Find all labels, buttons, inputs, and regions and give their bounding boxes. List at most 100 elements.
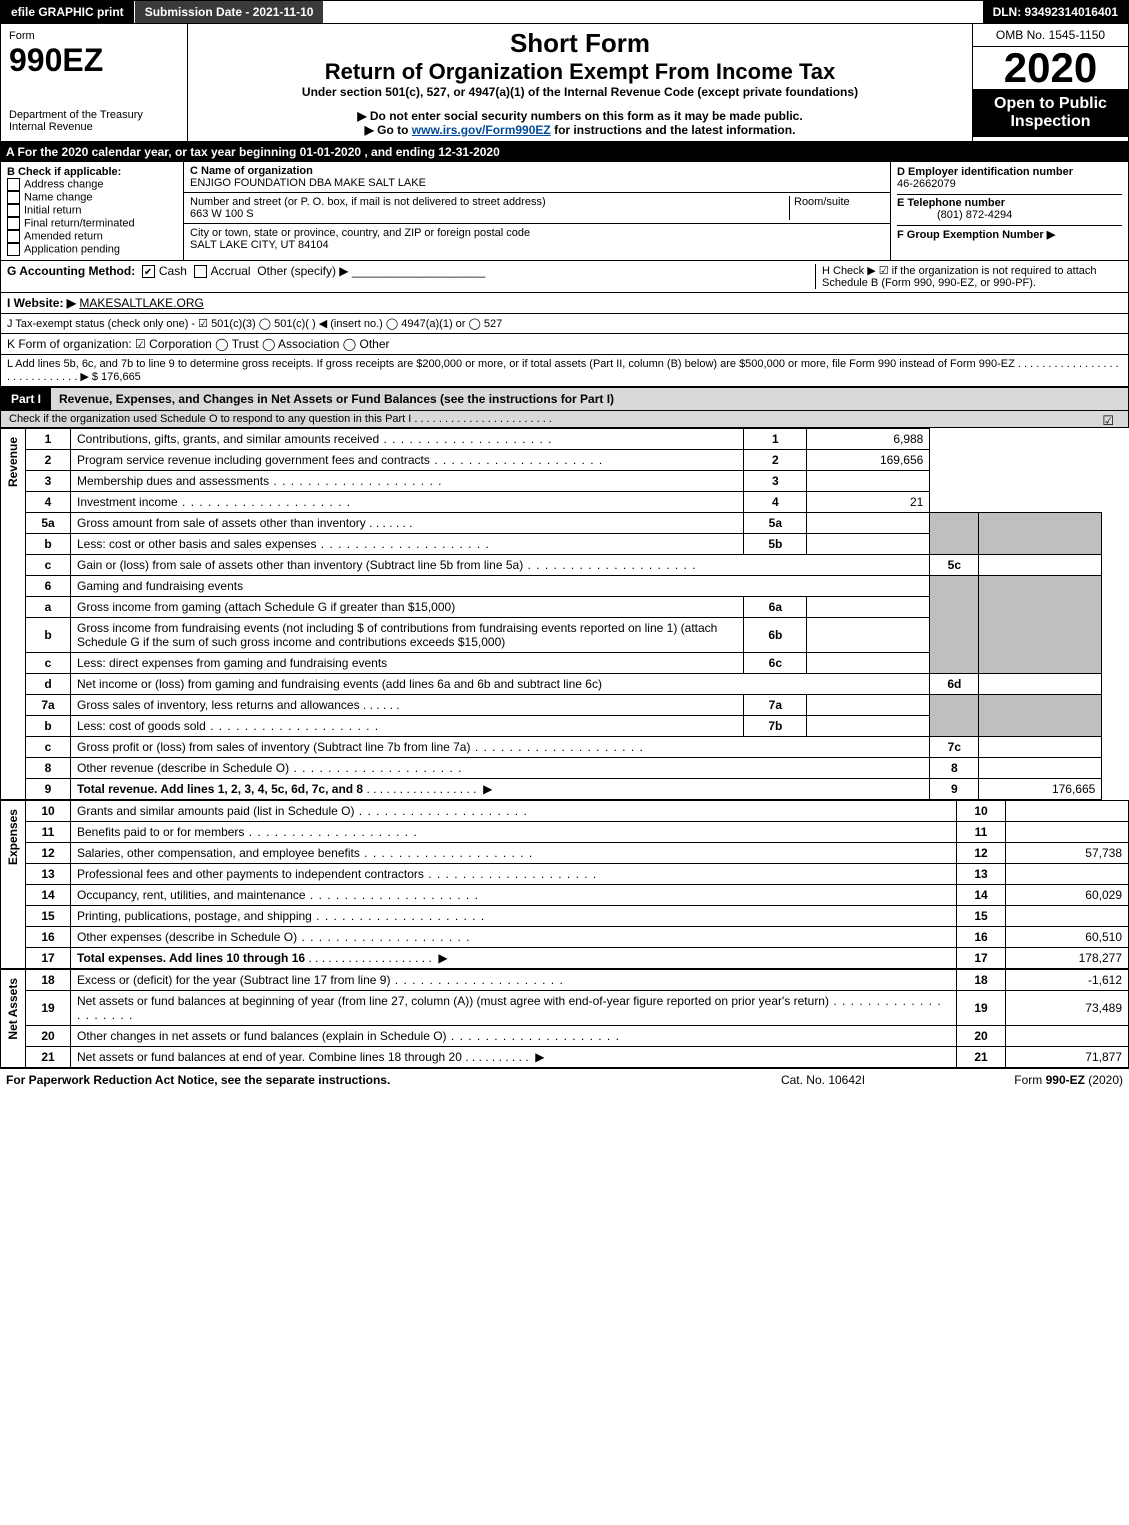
lbl-accounting-method: G Accounting Method: bbox=[7, 264, 135, 278]
form-number: 990EZ bbox=[9, 42, 179, 79]
efile-print-button[interactable]: efile GRAPHIC print bbox=[1, 1, 135, 23]
box-c: C Name of organization ENJIGO FOUNDATION… bbox=[184, 162, 891, 260]
instruct-pre: ▶ Go to bbox=[365, 123, 412, 137]
chk-accrual[interactable] bbox=[194, 265, 207, 278]
line-a: A For the 2020 calendar year, or tax yea… bbox=[0, 142, 1129, 162]
line-10: 10Grants and similar amounts paid (list … bbox=[26, 801, 1129, 822]
lbl-amended-return: Amended return bbox=[24, 230, 103, 242]
line-11: 11Benefits paid to or for members11 bbox=[26, 822, 1129, 843]
line-6d: dNet income or (loss) from gaming and fu… bbox=[26, 674, 1102, 695]
open-inspection: Open to Public Inspection bbox=[973, 89, 1128, 137]
top-bar: efile GRAPHIC print Submission Date - 20… bbox=[0, 0, 1129, 24]
footer-catno: Cat. No. 10642I bbox=[723, 1073, 923, 1087]
lbl-address-change: Address change bbox=[24, 178, 104, 190]
chk-final-return[interactable] bbox=[7, 217, 20, 230]
revenue-section: Revenue 1Contributions, gifts, grants, a… bbox=[0, 428, 1102, 800]
line-13: 13Professional fees and other payments t… bbox=[26, 864, 1129, 885]
chk-address-change[interactable] bbox=[7, 178, 20, 191]
chk-application-pending[interactable] bbox=[7, 243, 20, 256]
chk-name-change[interactable] bbox=[7, 191, 20, 204]
footer-paperwork: For Paperwork Reduction Act Notice, see … bbox=[6, 1073, 723, 1087]
lbl-ein: D Employer identification number bbox=[897, 166, 1122, 178]
submission-date-button[interactable]: Submission Date - 2021-11-10 bbox=[135, 1, 324, 23]
line-6: 6Gaming and fundraising events bbox=[26, 576, 1102, 597]
bcd-block: B Check if applicable: Address change Na… bbox=[0, 162, 1129, 261]
line-j: J Tax-exempt status (check only one) - ☑… bbox=[0, 314, 1129, 334]
website[interactable]: MAKESALTLAKE.ORG bbox=[79, 296, 203, 310]
lbl-city: City or town, state or province, country… bbox=[190, 227, 530, 239]
line-2: 2Program service revenue including gover… bbox=[26, 450, 1102, 471]
netassets-table: 18Excess or (deficit) for the year (Subt… bbox=[25, 969, 1129, 1068]
instruct-post: for instructions and the latest informat… bbox=[551, 123, 796, 137]
chk-amended-return[interactable] bbox=[7, 230, 20, 243]
line-l: L Add lines 5b, 6c, and 7b to line 9 to … bbox=[0, 355, 1129, 387]
line-3: 3Membership dues and assessments3 bbox=[26, 471, 1102, 492]
telephone: (801) 872-4294 bbox=[897, 209, 1012, 221]
subtitle: Under section 501(c), 527, or 4947(a)(1)… bbox=[196, 85, 964, 99]
irs-link[interactable]: www.irs.gov/Form990EZ bbox=[412, 123, 551, 137]
part1-checked-icon: ☑ bbox=[1102, 413, 1114, 429]
lbl-name-change: Name change bbox=[24, 191, 93, 203]
lbl-website: I Website: ▶ bbox=[7, 296, 76, 310]
lbl-final-return: Final return/terminated bbox=[24, 217, 135, 229]
line-5a: 5aGross amount from sale of assets other… bbox=[26, 513, 1102, 534]
part1-tab: Part I bbox=[1, 388, 51, 410]
lbl-room: Room/suite bbox=[794, 196, 850, 208]
form-label: Form bbox=[9, 30, 179, 42]
line-9: 9Total revenue. Add lines 1, 2, 3, 4, 5c… bbox=[26, 779, 1102, 800]
lbl-accrual: Accrual bbox=[211, 264, 251, 278]
line-20: 20Other changes in net assets or fund ba… bbox=[26, 1026, 1129, 1047]
instruct-no-ssn: ▶ Do not enter social security numbers o… bbox=[196, 109, 964, 123]
line-14: 14Occupancy, rent, utilities, and mainte… bbox=[26, 885, 1129, 906]
form-of-org: K Form of organization: ☑ Corporation ◯ … bbox=[7, 337, 1122, 351]
part1-sub-text: Check if the organization used Schedule … bbox=[9, 413, 552, 425]
title-return: Return of Organization Exempt From Incom… bbox=[196, 59, 964, 85]
line-12: 12Salaries, other compensation, and empl… bbox=[26, 843, 1129, 864]
line-i: I Website: ▶ MAKESALTLAKE.ORG bbox=[0, 293, 1129, 314]
tax-year: 2020 bbox=[973, 47, 1128, 89]
line-16: 16Other expenses (describe in Schedule O… bbox=[26, 927, 1129, 948]
org-address: 663 W 100 S bbox=[190, 208, 254, 220]
lbl-group-exemption: F Group Exemption Number ▶ bbox=[897, 229, 1055, 241]
chk-cash[interactable] bbox=[142, 265, 155, 278]
department-label: Department of the Treasury Internal Reve… bbox=[9, 109, 179, 133]
netassets-vlabel: Net Assets bbox=[0, 969, 25, 1068]
expenses-vlabel: Expenses bbox=[0, 800, 25, 969]
line-18: 18Excess or (deficit) for the year (Subt… bbox=[26, 970, 1129, 991]
line-8: 8Other revenue (describe in Schedule O)8 bbox=[26, 758, 1102, 779]
title-short-form: Short Form bbox=[196, 28, 964, 59]
org-city: SALT LAKE CITY, UT 84104 bbox=[190, 239, 329, 251]
line-21: 21Net assets or fund balances at end of … bbox=[26, 1047, 1129, 1068]
box-b-title: B Check if applicable: bbox=[7, 166, 177, 178]
lbl-org-name: C Name of organization bbox=[190, 165, 313, 177]
expenses-section: Expenses 10Grants and similar amounts pa… bbox=[0, 800, 1129, 969]
part1-title: Revenue, Expenses, and Changes in Net As… bbox=[51, 388, 1128, 410]
chk-initial-return[interactable] bbox=[7, 204, 20, 217]
expenses-table: 10Grants and similar amounts paid (list … bbox=[25, 800, 1129, 969]
netassets-section: Net Assets 18Excess or (deficit) for the… bbox=[0, 969, 1129, 1068]
lbl-application-pending: Application pending bbox=[24, 243, 120, 255]
page-footer: For Paperwork Reduction Act Notice, see … bbox=[0, 1068, 1129, 1091]
form-page: efile GRAPHIC print Submission Date - 20… bbox=[0, 0, 1129, 1091]
line-h: H Check ▶ ☑ if the organization is not r… bbox=[815, 264, 1122, 289]
form-header: Form 990EZ Department of the Treasury In… bbox=[0, 24, 1129, 142]
footer-formno: Form 990-EZ (2020) bbox=[923, 1073, 1123, 1087]
line-4: 4Investment income421 bbox=[26, 492, 1102, 513]
line-g-h: G Accounting Method: Cash Accrual Other … bbox=[0, 261, 1129, 293]
lbl-telephone: E Telephone number bbox=[897, 197, 1005, 209]
box-b: B Check if applicable: Address change Na… bbox=[1, 162, 184, 260]
revenue-vlabel: Revenue bbox=[0, 428, 25, 800]
line-15: 15Printing, publications, postage, and s… bbox=[26, 906, 1129, 927]
line-5c: cGain or (loss) from sale of assets othe… bbox=[26, 555, 1102, 576]
line-7c: cGross profit or (loss) from sales of in… bbox=[26, 737, 1102, 758]
part1-subtitle: Check if the organization used Schedule … bbox=[0, 411, 1129, 428]
line-17: 17Total expenses. Add lines 10 through 1… bbox=[26, 948, 1129, 969]
part1-header: Part I Revenue, Expenses, and Changes in… bbox=[0, 387, 1129, 411]
line-19: 19Net assets or fund balances at beginni… bbox=[26, 991, 1129, 1026]
line-k: K Form of organization: ☑ Corporation ◯ … bbox=[0, 334, 1129, 355]
tax-exempt-status: J Tax-exempt status (check only one) - ☑… bbox=[7, 317, 1122, 330]
line-1: 1Contributions, gifts, grants, and simil… bbox=[26, 429, 1102, 450]
org-name: ENJIGO FOUNDATION DBA MAKE SALT LAKE bbox=[190, 177, 426, 189]
revenue-table: 1Contributions, gifts, grants, and simil… bbox=[25, 428, 1102, 800]
instruct-goto: ▶ Go to www.irs.gov/Form990EZ for instru… bbox=[196, 123, 964, 137]
